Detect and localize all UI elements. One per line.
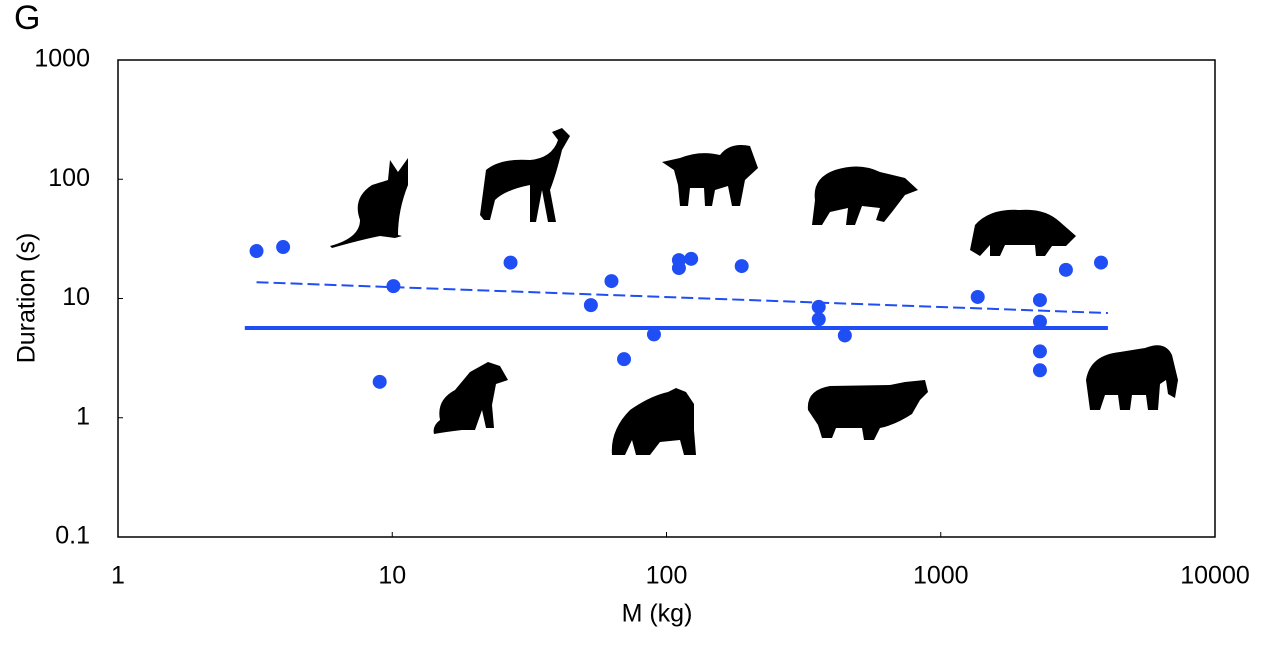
y-tick-label: 0.1	[55, 522, 90, 550]
point	[1032, 344, 1047, 359]
x-tick-label: 10000	[1180, 562, 1250, 590]
y-axis-label: Duration (s)	[13, 233, 41, 364]
point	[1032, 293, 1047, 308]
point	[734, 259, 749, 274]
x-tick-label: 1	[111, 562, 125, 590]
plot-frame	[117, 59, 1216, 538]
point	[276, 240, 291, 255]
x-tick-label: 1000	[913, 562, 969, 590]
point	[811, 312, 826, 327]
point	[684, 251, 699, 266]
point	[811, 299, 826, 314]
point	[372, 374, 387, 389]
point	[970, 289, 985, 304]
point	[1058, 262, 1073, 277]
x-tick-label: 10	[378, 562, 406, 590]
point	[617, 352, 632, 367]
point	[1032, 363, 1047, 378]
point	[1032, 314, 1047, 329]
point	[837, 328, 852, 343]
point	[1094, 255, 1109, 270]
point	[583, 298, 598, 313]
y-tick-label: 10	[62, 283, 90, 311]
y-tick-label: 100	[48, 164, 90, 192]
panel-label: G	[14, 0, 40, 37]
y-tick-label: 1000	[34, 45, 90, 73]
point	[646, 327, 661, 342]
point	[386, 279, 401, 294]
y-tick-label: 1	[76, 402, 90, 430]
x-axis-label: M (kg)	[622, 600, 693, 628]
point	[671, 261, 686, 276]
x-tick-label: 100	[646, 562, 688, 590]
point	[604, 274, 619, 289]
point	[503, 255, 518, 270]
point	[249, 244, 264, 259]
silhouettes	[330, 128, 1178, 455]
